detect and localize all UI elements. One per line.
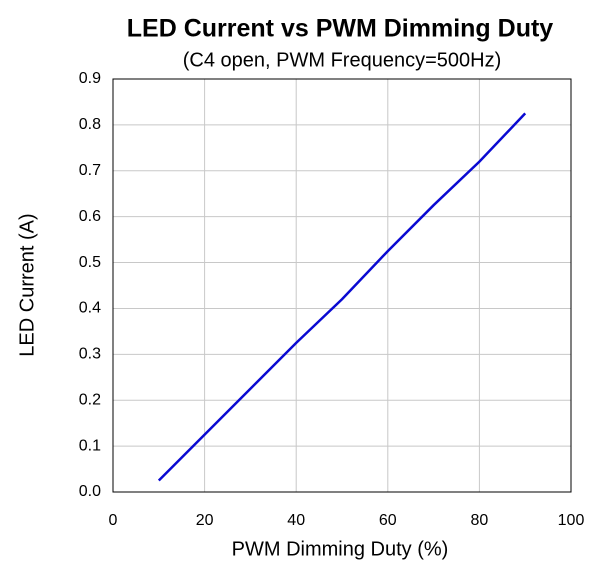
x-tick-label: 40 bbox=[287, 512, 305, 529]
y-tick-label: 0.7 bbox=[79, 162, 101, 179]
x-tick-label: 20 bbox=[196, 512, 214, 529]
y-tick-label: 0.6 bbox=[79, 208, 101, 225]
y-tick-label: 0.9 bbox=[79, 70, 101, 87]
chart-title: LED Current vs PWM Dimming Duty bbox=[127, 15, 554, 43]
chart-subtitle: (C4 open, PWM Frequency=500Hz) bbox=[183, 49, 501, 71]
x-tick-label: 100 bbox=[558, 512, 585, 529]
y-axis-label: LED Current (A) bbox=[16, 213, 38, 356]
y-tick-label: 0.1 bbox=[79, 437, 101, 454]
x-tick-label: 0 bbox=[109, 512, 118, 529]
y-tick-label: 0.3 bbox=[79, 346, 101, 363]
y-tick-label: 0.2 bbox=[79, 391, 101, 408]
y-tick-label: 0.8 bbox=[79, 116, 101, 133]
y-tick-label: 0.5 bbox=[79, 254, 101, 271]
y-tick-label: 0.4 bbox=[79, 300, 101, 317]
x-tick-label: 60 bbox=[379, 512, 397, 529]
data-line bbox=[157, 112, 527, 482]
x-axis-label: PWM Dimming Duty (%) bbox=[232, 538, 449, 560]
plot-frame bbox=[112, 78, 572, 493]
x-tick-label: 80 bbox=[471, 512, 489, 529]
y-tick-label: 0.0 bbox=[79, 483, 101, 500]
